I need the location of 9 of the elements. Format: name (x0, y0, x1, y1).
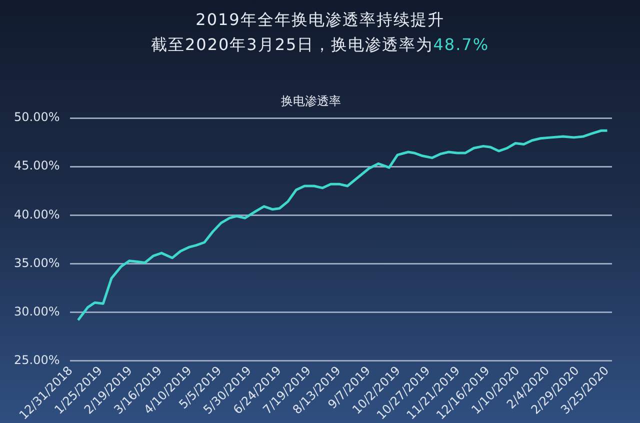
chart-subtitle: 截至2020年3月25日，换电渗透率为48.7% (150, 35, 490, 56)
y-tick-label: 35.00% (14, 256, 60, 270)
y-tick-label: 45.00% (14, 158, 60, 173)
chart-title: 2019年全年换电渗透率持续提升 (194, 10, 446, 31)
y-tick-label: 25.00% (14, 353, 60, 368)
y-tick-label: 30.00% (14, 304, 60, 318)
y-tick-label: 40.00% (14, 207, 60, 222)
text: 换电渗透率 (281, 94, 341, 108)
y-tick-label: 50.00% (14, 110, 60, 124)
